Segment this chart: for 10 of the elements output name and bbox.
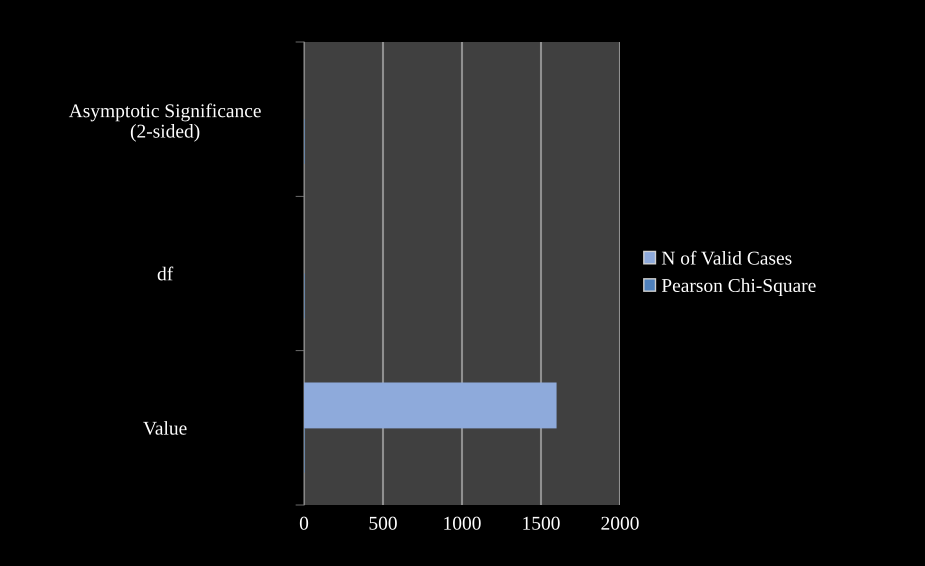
- legend-label: Pearson Chi-Square: [662, 278, 816, 296]
- y-tick-label: Value: [143, 421, 187, 435]
- y-tick-label: df: [158, 266, 174, 280]
- x-tick-label: 1500: [523, 516, 560, 530]
- x-tick-label: 500: [370, 516, 397, 530]
- y-tick-label: Asymptotic Significance (2-sided): [68, 103, 261, 142]
- x-tick-label: 2000: [601, 516, 639, 530]
- x-tick-label: 0: [300, 516, 308, 530]
- legend-label: N of Valid Cases: [662, 250, 792, 265]
- x-tick-label: 1000: [444, 516, 481, 530]
